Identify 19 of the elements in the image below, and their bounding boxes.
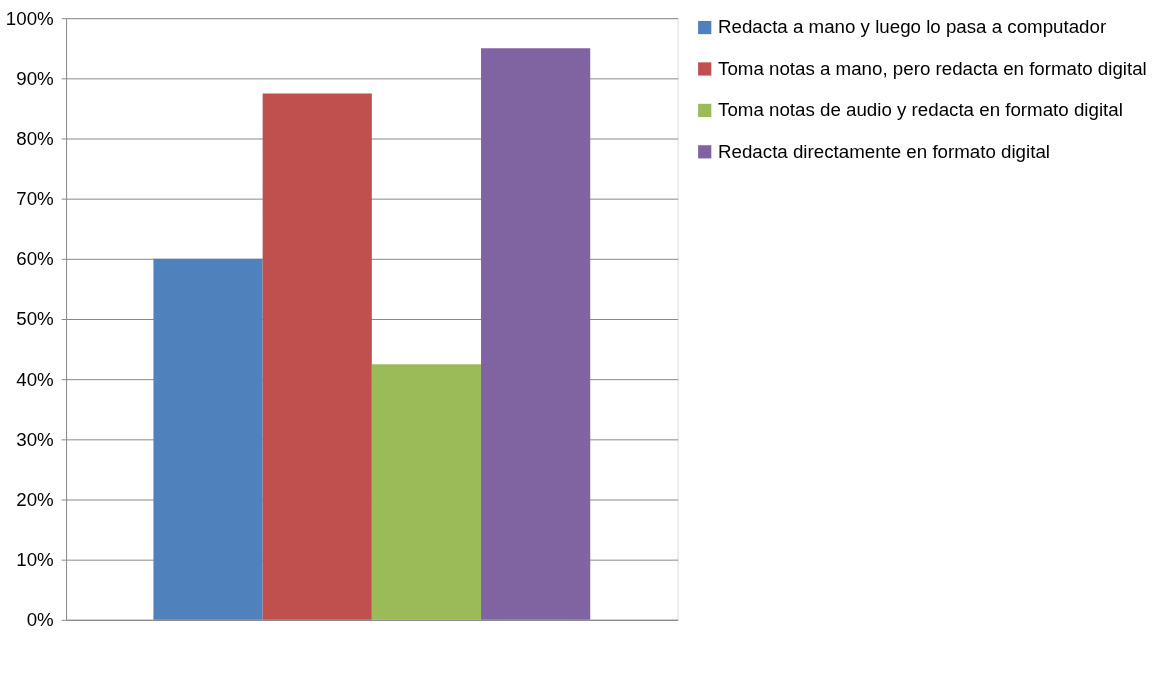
y-tick-label: 90% — [16, 67, 54, 89]
y-tick-label: 0% — [26, 609, 54, 631]
y-tick-label: 40% — [16, 368, 54, 390]
legend-label: Redacta a mano y luego lo pasa a computador — [718, 16, 1107, 38]
legend-label: Toma notas de audio y redacta en formato digital — [718, 99, 1123, 121]
y-tick-label: 70% — [16, 188, 54, 210]
y-tick-label: 80% — [16, 127, 54, 149]
y-tick-label: 60% — [16, 248, 54, 270]
y-tick-label: 100% — [5, 7, 54, 29]
bar — [481, 48, 591, 620]
bar — [262, 93, 372, 620]
y-tick-label: 10% — [16, 549, 54, 571]
legend-label: Toma notas a mano, pero redacta en formato digital — [718, 57, 1147, 79]
legend-label: Redacta directamente en formato digital — [718, 140, 1050, 162]
y-tick-label: 30% — [16, 428, 54, 450]
bar — [371, 364, 482, 620]
y-tick-label: 20% — [16, 488, 54, 510]
bar — [153, 258, 263, 620]
y-tick-label: 50% — [16, 308, 54, 330]
